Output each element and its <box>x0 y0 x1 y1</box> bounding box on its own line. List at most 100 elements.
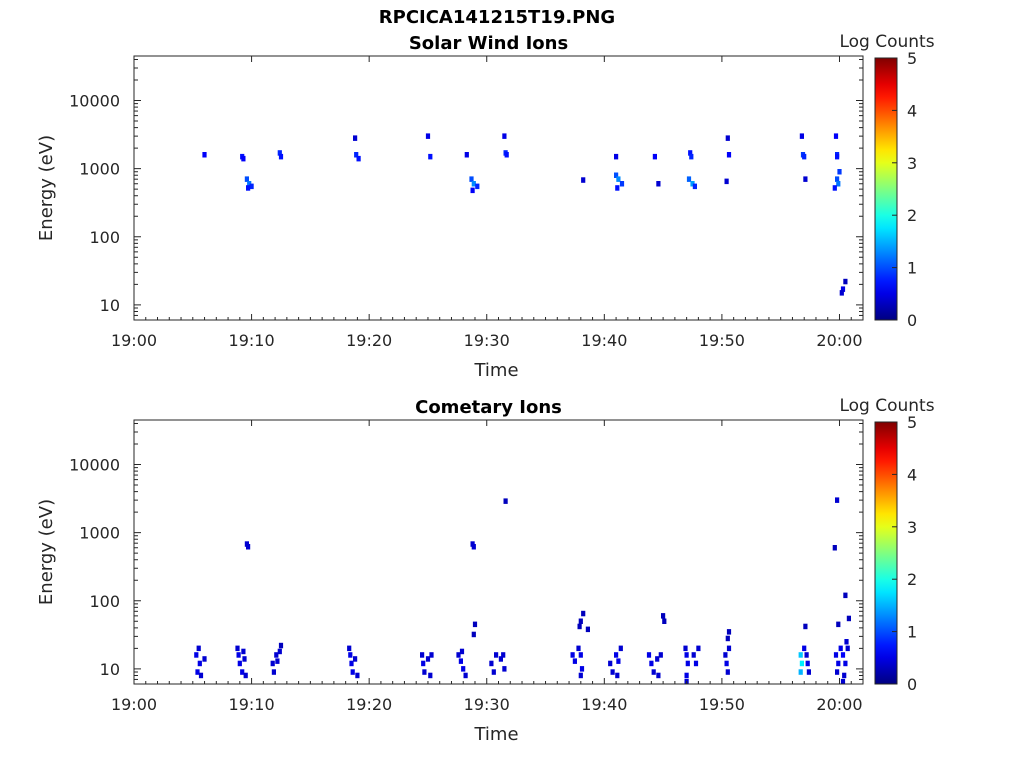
heatmap-cell <box>843 278 848 285</box>
heatmap-cell <box>353 135 358 141</box>
x-axis-label: Time <box>473 724 518 745</box>
x-tick-label: 19:50 <box>699 331 745 350</box>
heatmap-cell <box>471 631 476 638</box>
heatmap-cell <box>655 656 660 662</box>
heatmap-cells <box>202 133 848 296</box>
heatmap-cell <box>502 666 507 672</box>
heatmap-cell <box>691 652 696 658</box>
heatmap-cell <box>459 648 465 655</box>
heatmap-cell <box>839 290 844 296</box>
x-tick-label: 19:20 <box>346 331 392 350</box>
heatmap-cell <box>494 652 499 658</box>
heatmap-cell <box>464 152 469 158</box>
heatmap-cell <box>572 658 577 664</box>
heatmap-cell <box>656 672 661 679</box>
heatmap-cell <box>833 133 839 139</box>
heatmap-cell <box>616 176 621 182</box>
colorbar-tick-label: 1 <box>907 623 917 642</box>
colorbar-tick-label: 2 <box>907 570 917 589</box>
x-tick-label: 19:30 <box>464 695 510 714</box>
heatmap-cell <box>578 672 583 679</box>
heatmap-cell <box>235 645 240 652</box>
colorbar-title: Log Counts <box>839 396 934 416</box>
heatmap-cell <box>246 544 251 550</box>
heatmap-cell <box>461 666 466 672</box>
heatmap-cell <box>278 642 284 649</box>
x-axis-label: Time <box>473 360 518 381</box>
heatmap-cell <box>241 648 246 655</box>
heatmap-cell <box>498 656 503 662</box>
heatmap-cell <box>616 658 621 664</box>
x-tick-label: 19:10 <box>229 695 275 714</box>
x-tick-label: 19:30 <box>464 331 510 350</box>
heatmap-cell <box>277 648 282 655</box>
heatmap-cell <box>840 652 846 658</box>
heatmap-cell <box>832 545 837 551</box>
heatmap-cell <box>420 652 425 658</box>
colorbar <box>874 57 898 321</box>
heatmap-cell <box>835 176 840 182</box>
heatmap-cell <box>271 669 276 675</box>
heatmap-cell <box>838 645 843 652</box>
heatmap-cell <box>471 544 476 550</box>
heatmap-cell <box>658 652 663 658</box>
heatmap-cell <box>429 652 434 658</box>
heatmap-cell <box>649 660 654 667</box>
heatmap-cell <box>833 652 839 658</box>
colorbar-tick-label: 3 <box>907 154 917 173</box>
heatmap-cell <box>240 669 245 675</box>
y-tick-label: 10000 <box>69 92 120 111</box>
heatmap-cell <box>349 660 354 667</box>
heatmap-cell <box>275 658 280 664</box>
heatmap-cell <box>656 181 661 187</box>
x-tick-label: 19:00 <box>111 695 157 714</box>
colorbar-tick-label: 5 <box>907 49 917 68</box>
heatmap-cell <box>845 645 850 652</box>
heatmap-cell <box>684 672 689 679</box>
heatmap-cell <box>692 183 697 190</box>
heatmap-cell <box>355 672 360 679</box>
heatmap-cell <box>798 669 803 675</box>
heatmap-cell <box>661 613 666 619</box>
heatmap-cell <box>685 660 690 667</box>
heatmap-cell <box>798 652 803 658</box>
heatmap-cell <box>194 652 199 658</box>
heatmap-cell <box>471 181 476 187</box>
heatmap-cell <box>836 181 841 187</box>
heatmap-cell <box>835 153 840 160</box>
heatmap-cell <box>835 497 840 503</box>
heatmap-cell <box>242 656 247 662</box>
heatmap-cell <box>421 660 426 667</box>
heatmap-cell <box>725 635 730 642</box>
heatmap-cell <box>610 669 615 675</box>
panel-cometary-ions: Cometary Ions 19:00 19:10 19:20 19:30 19:40 19… <box>36 396 935 745</box>
heatmap-cell <box>577 623 582 630</box>
axis-title: Solar Wind Ions <box>409 33 568 54</box>
colorbar <box>874 421 898 685</box>
heatmap-cell <box>836 621 841 628</box>
colorbar-tick-label: 2 <box>907 206 917 225</box>
heatmap-cell <box>489 660 494 667</box>
heatmap-cell <box>274 652 279 658</box>
heatmap-cell <box>241 155 246 162</box>
heatmap-cell <box>804 652 809 658</box>
heatmap-cell <box>501 652 506 658</box>
y-axis-label: Energy (eV) <box>36 499 57 605</box>
colorbar-tick-label: 4 <box>907 465 917 484</box>
y-tick-label: 10 <box>100 296 120 315</box>
heatmap-cell <box>806 669 811 675</box>
figure-title: RPCICA141215T19.PNG <box>379 7 615 28</box>
heatmap-cell <box>843 660 848 667</box>
heatmap-cell <box>425 656 431 662</box>
heatmap-cell <box>502 133 507 139</box>
y-tick-label: 100 <box>89 592 120 611</box>
heatmap-cell <box>458 658 463 664</box>
heatmap-cell <box>503 498 508 504</box>
heatmap-cell <box>724 178 729 185</box>
heatmap-cell <box>615 672 620 679</box>
heatmap-cell <box>425 133 431 139</box>
heatmap-cell <box>652 153 657 160</box>
panel-solar-wind-ions: Solar Wind Ions 19:00 19:10 19:20 19:30 19:40… <box>36 32 935 381</box>
heatmap-cell <box>246 185 251 191</box>
heatmap-cell <box>832 185 837 191</box>
